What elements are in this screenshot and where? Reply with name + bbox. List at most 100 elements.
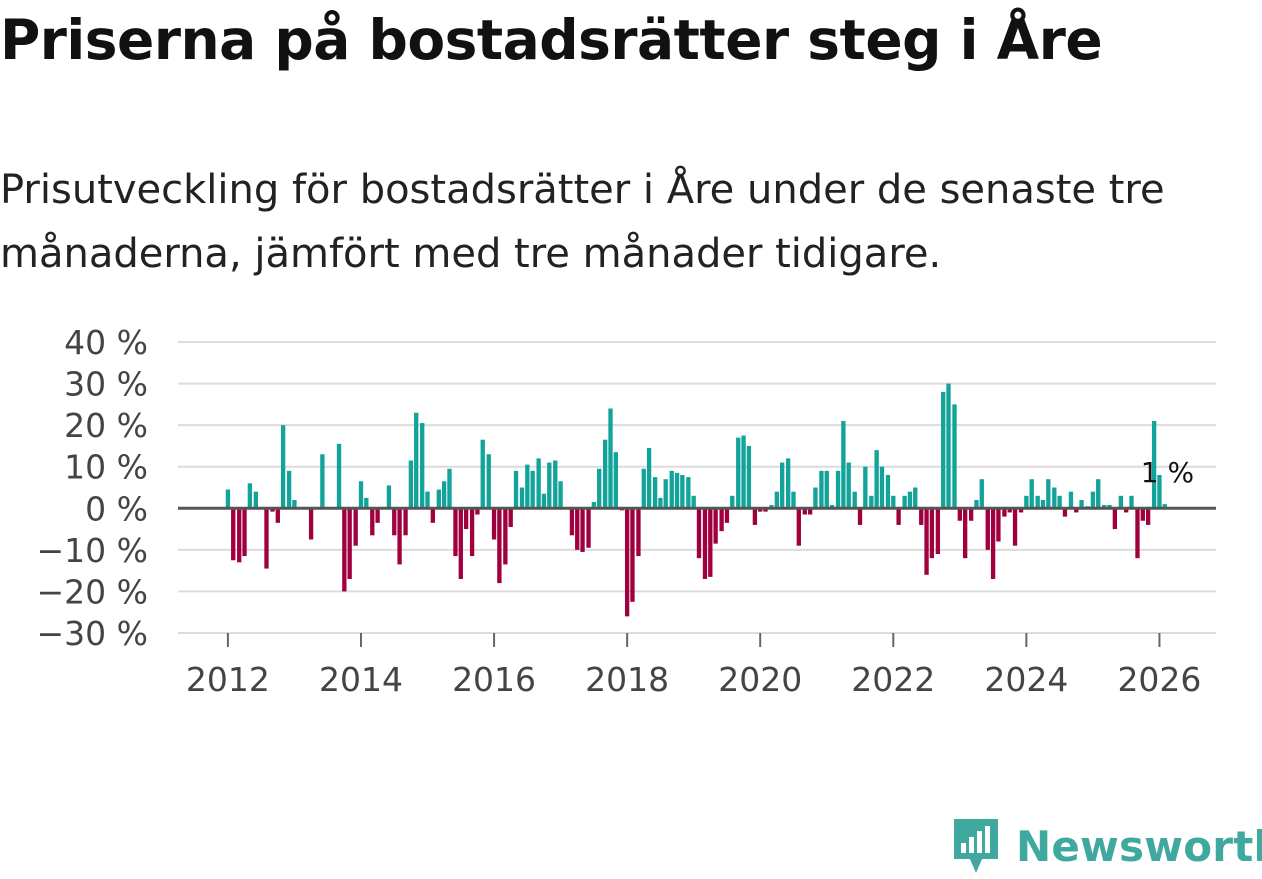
bar	[824, 470, 829, 509]
y-tick-label: 0 %	[85, 489, 148, 528]
bar	[1024, 495, 1029, 509]
bar	[641, 468, 646, 509]
bar	[364, 497, 369, 509]
bar	[680, 475, 685, 509]
bar	[774, 491, 780, 509]
bar	[414, 412, 419, 509]
bar	[513, 470, 519, 509]
bar	[1145, 508, 1151, 525]
bar	[308, 508, 314, 540]
bar	[436, 489, 441, 509]
bar	[1052, 487, 1057, 509]
bar	[769, 504, 774, 509]
bar	[447, 468, 452, 509]
bar	[347, 508, 352, 579]
bar	[508, 508, 513, 527]
bar	[1118, 495, 1124, 509]
bar	[846, 462, 851, 509]
bar	[231, 508, 236, 561]
bar	[874, 450, 879, 509]
bar	[530, 470, 535, 509]
bar	[929, 508, 935, 559]
bar-chart: 40 %30 %20 %10 %0 %−10 %−20 %−30 % 2012 2…	[37, 323, 1216, 699]
bar	[1079, 499, 1084, 509]
x-tick-label: 2012	[186, 660, 270, 699]
grid-lines	[178, 341, 1216, 634]
bar	[1029, 479, 1034, 509]
bar	[829, 504, 835, 509]
bar	[1040, 499, 1046, 509]
bar	[463, 508, 469, 530]
bar	[575, 508, 580, 550]
bar	[952, 404, 957, 509]
bar	[237, 508, 242, 563]
bar	[613, 452, 618, 509]
bar	[603, 439, 608, 509]
bar	[885, 475, 891, 509]
bar	[1135, 508, 1140, 559]
annotation-label: 1 %	[1141, 456, 1194, 489]
y-tick-label: 20 %	[64, 406, 148, 445]
bar	[536, 458, 541, 509]
y-tick-label: −30 %	[37, 614, 149, 653]
bar	[1140, 508, 1145, 521]
bar	[879, 466, 885, 509]
bar	[813, 487, 818, 509]
bar	[1074, 508, 1079, 513]
bar	[869, 495, 874, 509]
bar	[1046, 479, 1051, 509]
bar	[652, 477, 658, 509]
x-tick-label: 2014	[319, 660, 403, 699]
bar	[480, 439, 485, 509]
bar	[863, 466, 868, 509]
bar	[907, 491, 913, 509]
bar	[370, 508, 375, 536]
bar	[597, 468, 602, 509]
bar	[780, 462, 785, 509]
bar	[896, 508, 901, 525]
bar	[1012, 508, 1018, 546]
brand-name: Newsworthy	[1016, 821, 1262, 871]
bar	[919, 508, 924, 525]
bar	[752, 508, 758, 525]
bar	[674, 472, 680, 509]
bar	[996, 508, 1001, 542]
bar	[491, 508, 497, 540]
bar	[763, 508, 768, 512]
bars	[225, 383, 1167, 617]
bar	[503, 508, 508, 565]
bar	[1007, 508, 1012, 513]
bar	[691, 495, 696, 509]
bar	[1124, 508, 1129, 513]
bar	[1068, 491, 1074, 509]
bar	[713, 508, 718, 544]
bar	[785, 458, 791, 509]
x-tick-label: 2024	[984, 660, 1068, 699]
y-axis-labels: 40 %30 %20 %10 %0 %−10 %−20 %−30 %	[37, 323, 149, 653]
bar	[275, 508, 280, 523]
bar	[924, 508, 929, 575]
bar	[807, 508, 813, 515]
bar	[264, 508, 269, 569]
x-tick-label: 2016	[452, 660, 536, 699]
bar	[397, 508, 402, 565]
y-tick-label: −10 %	[37, 531, 149, 570]
bar	[497, 508, 502, 584]
bar	[708, 508, 713, 577]
bar	[392, 508, 397, 536]
bar	[913, 487, 918, 509]
bar	[1129, 495, 1134, 509]
x-axis: 2012 2014 2016 2018 2020 2022 2024 2026	[186, 633, 1201, 699]
newsworthy-brand[interactable]: Newsworthy	[950, 815, 1262, 877]
bar	[1151, 420, 1157, 509]
bar	[686, 477, 691, 509]
bar	[342, 508, 347, 592]
bar	[558, 481, 563, 509]
bar	[758, 508, 763, 512]
bar	[292, 499, 297, 509]
y-tick-label: 30 %	[64, 365, 148, 404]
bar	[802, 508, 807, 515]
bar	[636, 508, 641, 557]
bar	[746, 445, 752, 509]
bar	[979, 479, 984, 509]
